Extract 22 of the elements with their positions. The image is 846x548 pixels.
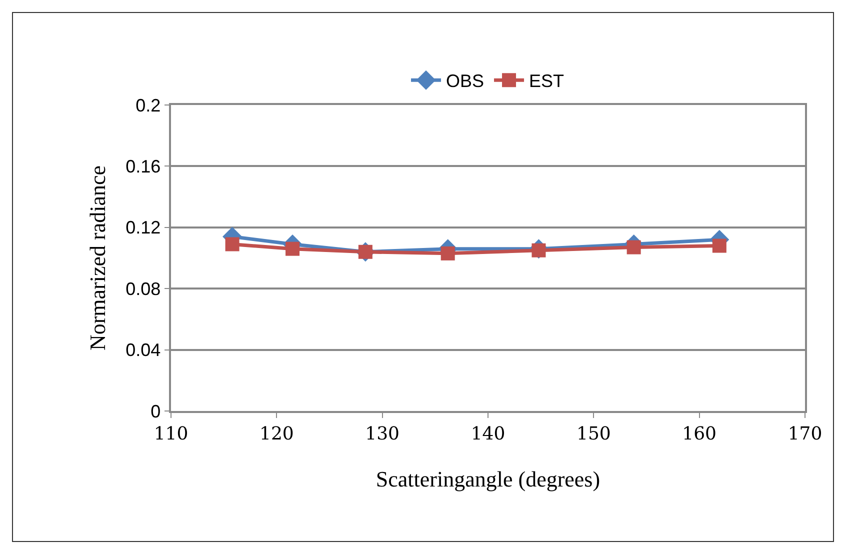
x-tick-label: 160 bbox=[682, 423, 717, 444]
y-tick-label: 0.08 bbox=[126, 278, 161, 299]
x-axis-title: Scatteringangle (degrees) bbox=[376, 466, 600, 492]
x-tick-label: 150 bbox=[576, 423, 611, 444]
point bbox=[712, 238, 726, 253]
y-tick-label: 0.16 bbox=[126, 156, 161, 176]
x-tick-label: 130 bbox=[365, 423, 400, 444]
y-axis-title: Normarized radiance bbox=[84, 165, 110, 351]
x-tick-label: 110 bbox=[154, 423, 188, 444]
y-tick-label: 0.2 bbox=[136, 95, 161, 116]
point bbox=[440, 246, 455, 260]
point bbox=[626, 240, 641, 254]
legend-label: EST bbox=[529, 71, 564, 92]
point bbox=[286, 242, 300, 256]
x-tick-label: 120 bbox=[259, 423, 294, 444]
y-tick-label: 0.12 bbox=[126, 218, 161, 238]
point bbox=[225, 237, 240, 252]
legend-label: OBS bbox=[446, 71, 484, 92]
y-tick-label: 0 bbox=[150, 401, 161, 422]
x-tick-label: 170 bbox=[788, 423, 822, 444]
y-tick-label: 0.04 bbox=[126, 340, 161, 360]
x-tick-label: 140 bbox=[470, 423, 506, 444]
